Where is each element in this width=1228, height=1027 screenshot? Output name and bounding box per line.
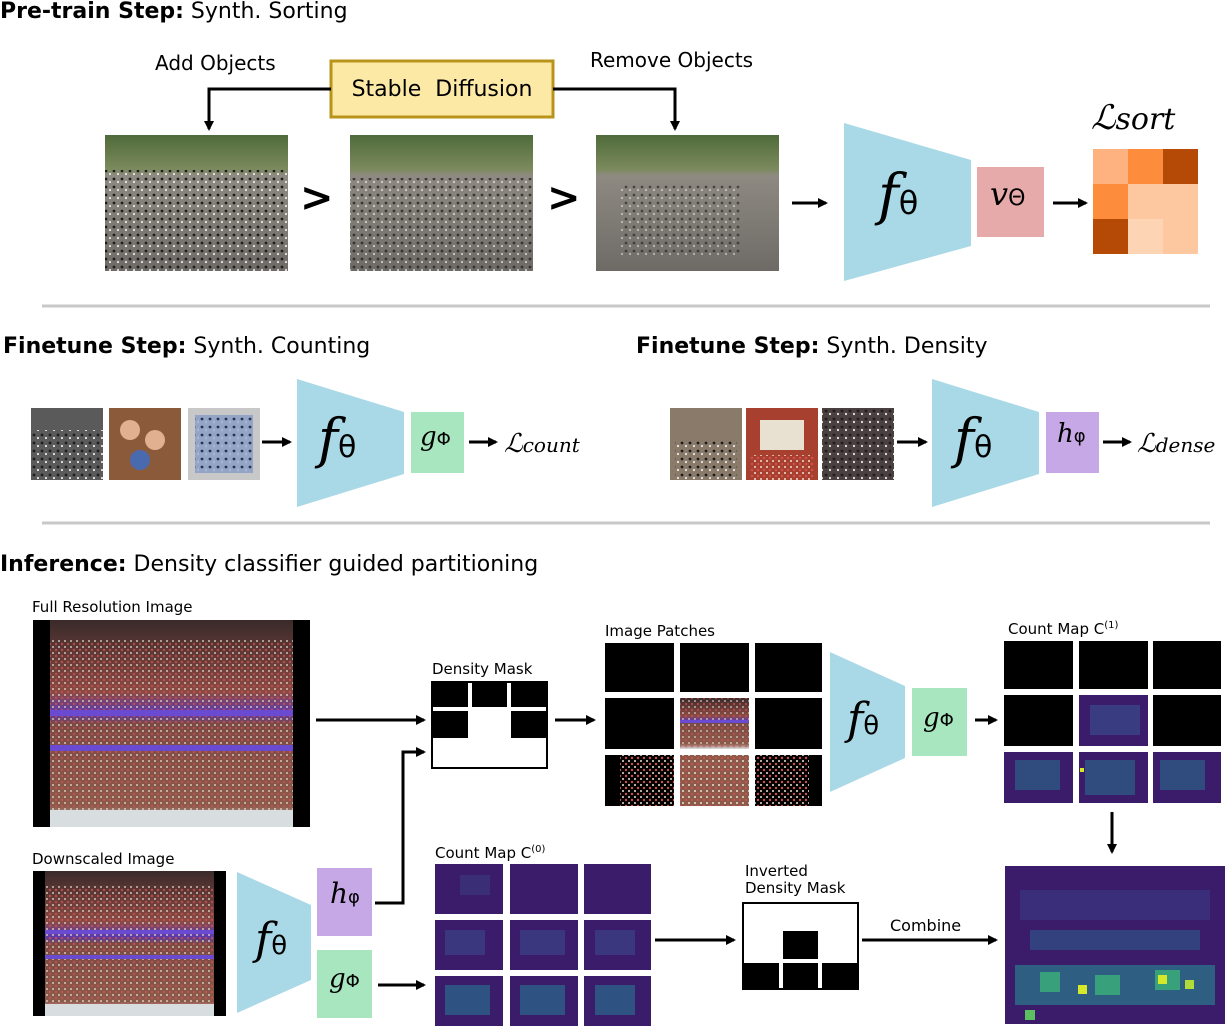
encoder-count — [297, 379, 404, 507]
full-resolution-label: Full Resolution Image — [32, 598, 193, 616]
density-photo-3 — [822, 408, 894, 480]
photo-crowd-medium — [350, 135, 533, 271]
density-photo-2 — [746, 408, 818, 480]
encoder-inference-top — [830, 652, 905, 792]
sort-matrix — [1093, 149, 1198, 254]
g-head-inference-bottom-label: gΦ — [329, 964, 360, 994]
count-map-0-grid — [435, 864, 651, 1026]
photo-crowd-sparse — [596, 135, 779, 271]
v-head-label: vΘ — [990, 175, 1026, 213]
add-objects-arrow — [204, 87, 331, 131]
add-objects-label: Add Objects — [155, 51, 276, 75]
h-head-inference — [317, 868, 372, 936]
photo-crowd-dense — [105, 135, 288, 271]
image-patches-label: Image Patches — [605, 622, 715, 640]
count-photo-2 — [109, 408, 181, 480]
encoder-label-density: fθ — [954, 407, 993, 470]
count-photo-1 — [31, 408, 103, 480]
count-map-1-grid — [1004, 641, 1221, 803]
h-head-density — [1046, 412, 1099, 473]
remove-objects-label: Remove Objects — [590, 48, 754, 72]
greater-than-1: > — [300, 175, 334, 221]
remove-objects-arrow — [553, 87, 680, 131]
density-mask-label: Density Mask — [432, 660, 533, 678]
encoder-label-inference-bottom: fθ — [255, 914, 288, 965]
g-head-count-label: gΦ — [420, 422, 451, 452]
count-photo-3 — [188, 408, 260, 480]
g-head-inference-bottom — [317, 950, 372, 1018]
encoder-inference-bottom — [237, 872, 311, 1013]
stable-diffusion-label: Stable Diffusion — [351, 76, 533, 102]
combine-label: Combine — [890, 916, 962, 935]
inverted-density-mask — [742, 902, 859, 990]
encoder-label-pretrain: fθ — [878, 163, 919, 228]
count-map-0-label: Count Map C(0) — [435, 844, 546, 862]
full-resolution-image — [33, 620, 310, 827]
inverted-mask-label-line1: Inverted — [745, 862, 808, 880]
inference-heading: Inference: Density classifier guided par… — [0, 552, 539, 577]
density-photo-1 — [670, 408, 742, 480]
inverted-mask-label-line2: Density Mask — [745, 879, 846, 897]
count-map-1-label: Count Map C(1) — [1008, 620, 1119, 638]
finetune-count-heading: Finetune Step: Synth. Counting — [3, 334, 371, 359]
encoder-label-count: fθ — [318, 407, 357, 470]
sort-loss-label: ℒsort — [1091, 98, 1176, 138]
pretrain-heading: Pre-train Step: Synth. Sorting — [0, 0, 348, 24]
encoder-pretrain — [844, 123, 971, 281]
density-mask — [431, 681, 548, 769]
greater-than-2: > — [547, 175, 581, 221]
encoder-density — [932, 379, 1039, 507]
g-head-count — [411, 412, 464, 473]
finetune-density-heading: Finetune Step: Synth. Density — [636, 334, 988, 359]
dense-loss-label: ℒdense — [1137, 429, 1216, 459]
v-head — [977, 167, 1044, 237]
count-loss-label: ℒcount — [504, 429, 580, 459]
g-head-inference-top-label: gΦ — [923, 703, 954, 733]
g-head-inference-top — [912, 688, 967, 756]
final-density-map — [1005, 866, 1225, 1024]
arrow-h-to-mask — [375, 747, 426, 905]
image-patches-grid — [605, 643, 822, 806]
h-head-inference-label: hφ — [330, 877, 360, 910]
h-head-density-label: hφ — [1057, 419, 1086, 449]
encoder-label-inference-top: fθ — [847, 694, 880, 745]
downscaled-image — [33, 871, 226, 1016]
downscaled-label: Downscaled Image — [32, 850, 175, 868]
